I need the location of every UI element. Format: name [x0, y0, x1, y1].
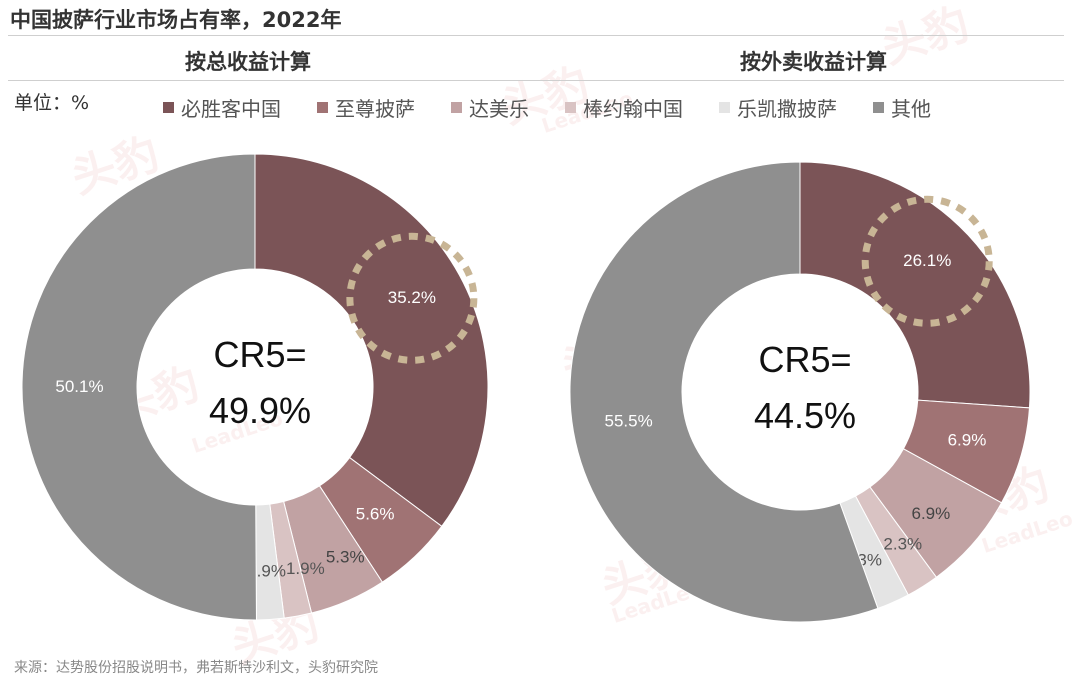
- center-label-line1: CR5=: [213, 334, 306, 375]
- donut-slice: [21, 153, 257, 621]
- legend-label: 至尊披萨: [335, 97, 415, 121]
- legend-swatch: [565, 102, 576, 113]
- legend-item: 其他: [873, 93, 931, 122]
- slice-label: 50.1%: [55, 377, 103, 396]
- slice-label: 1.9%: [247, 562, 286, 581]
- legend-swatch: [451, 102, 462, 113]
- title-divider: [8, 35, 1064, 36]
- legend-item: 乐凯撒披萨: [719, 93, 837, 122]
- legend-swatch: [163, 102, 174, 113]
- chart-title-total: 按总收益计算: [185, 50, 311, 74]
- slice-label: 5.6%: [356, 504, 395, 523]
- center-label-line1: CR5=: [758, 339, 851, 380]
- center-label-line2: 44.5%: [754, 395, 856, 436]
- legend: 必胜客中国 至尊披萨 达美乐 棒约翰中国 乐凯撒披萨 其他: [163, 93, 931, 122]
- slice-label: 55.5%: [604, 411, 652, 430]
- legend-label: 达美乐: [469, 97, 529, 121]
- legend-label: 必胜客中国: [181, 97, 281, 121]
- slice-label: 26.1%: [903, 251, 951, 270]
- slice-label: 5.3%: [326, 547, 365, 566]
- legend-swatch: [873, 102, 884, 113]
- donut-slice: [569, 161, 879, 623]
- legend-item: 达美乐: [451, 93, 529, 122]
- chart-title-delivery: 按外卖收益计算: [740, 50, 887, 74]
- legend-label: 棒约翰中国: [583, 97, 683, 121]
- unit-label: 单位：%: [14, 92, 90, 114]
- page-title: 中国披萨行业市场占有率，2022年: [10, 8, 342, 32]
- slice-label: 6.9%: [912, 504, 951, 523]
- legend-swatch: [719, 102, 730, 113]
- donut-slice: [254, 153, 489, 528]
- legend-label: 其他: [891, 97, 931, 121]
- subtitle-divider: [8, 80, 1064, 81]
- legend-item: 至尊披萨: [317, 93, 415, 122]
- highlight-circle: [861, 195, 993, 327]
- slice-label: 1.9%: [286, 559, 325, 578]
- center-label-line2: 49.9%: [209, 390, 311, 431]
- slice-label: 2.3%: [883, 535, 922, 554]
- highlight-circle: [346, 232, 478, 364]
- legend-item: 棒约翰中国: [565, 93, 683, 122]
- legend-label: 乐凯撒披萨: [737, 97, 837, 121]
- slice-label: 35.2%: [388, 288, 436, 307]
- legend-item: 必胜客中国: [163, 93, 281, 122]
- source-note: 来源：达势股份招股说明书，弗若斯特沙利文，头豹研究院: [14, 660, 378, 676]
- donut-slice: [799, 161, 1031, 409]
- slice-label: 6.9%: [948, 431, 987, 450]
- legend-swatch: [317, 102, 328, 113]
